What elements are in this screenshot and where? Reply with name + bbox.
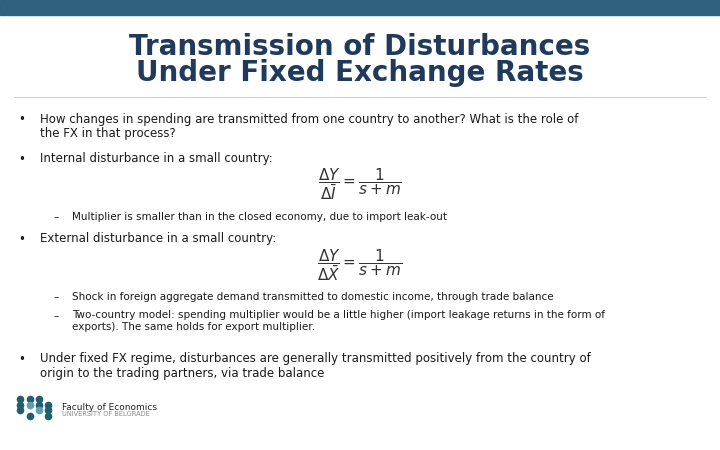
Text: •: •: [18, 113, 25, 126]
Text: •: •: [18, 353, 25, 366]
Text: Faculty of Economics: Faculty of Economics: [62, 403, 157, 412]
Text: $\dfrac{\Delta Y}{\Delta \bar{X}} = \dfrac{1}{s+m}$: $\dfrac{\Delta Y}{\Delta \bar{X}} = \dfr…: [318, 248, 402, 284]
Text: •: •: [18, 233, 25, 246]
Text: Multiplier is smaller than in the closed economy, due to import leak-out: Multiplier is smaller than in the closed…: [72, 212, 447, 221]
Text: Shock in foreign aggregate demand transmitted to domestic income, through trade : Shock in foreign aggregate demand transm…: [72, 292, 554, 302]
Text: External disturbance in a small country:: External disturbance in a small country:: [40, 232, 276, 245]
Text: Under fixed FX regime, disturbances are generally transmitted positively from th: Under fixed FX regime, disturbances are …: [40, 352, 590, 380]
Text: UNIVERSITY OF BELGRADE: UNIVERSITY OF BELGRADE: [62, 411, 150, 418]
Text: –: –: [54, 311, 59, 321]
Text: –: –: [54, 292, 59, 302]
Text: –: –: [54, 212, 59, 222]
Text: •: •: [18, 153, 25, 166]
Bar: [0, 0, 720, 15]
Text: Internal disturbance in a small country:: Internal disturbance in a small country:: [40, 152, 272, 165]
Text: Two-country model: spending multiplier would be a little higher (import leakage : Two-country model: spending multiplier w…: [72, 310, 605, 332]
Text: $\dfrac{\Delta Y}{\Delta \bar{I}} = \dfrac{1}{s+m}$: $\dfrac{\Delta Y}{\Delta \bar{I}} = \dfr…: [318, 166, 402, 202]
Text: Under Fixed Exchange Rates: Under Fixed Exchange Rates: [136, 59, 584, 87]
Text: How changes in spending are transmitted from one country to another? What is the: How changes in spending are transmitted …: [40, 112, 578, 140]
Text: Transmission of Disturbances: Transmission of Disturbances: [130, 33, 590, 61]
